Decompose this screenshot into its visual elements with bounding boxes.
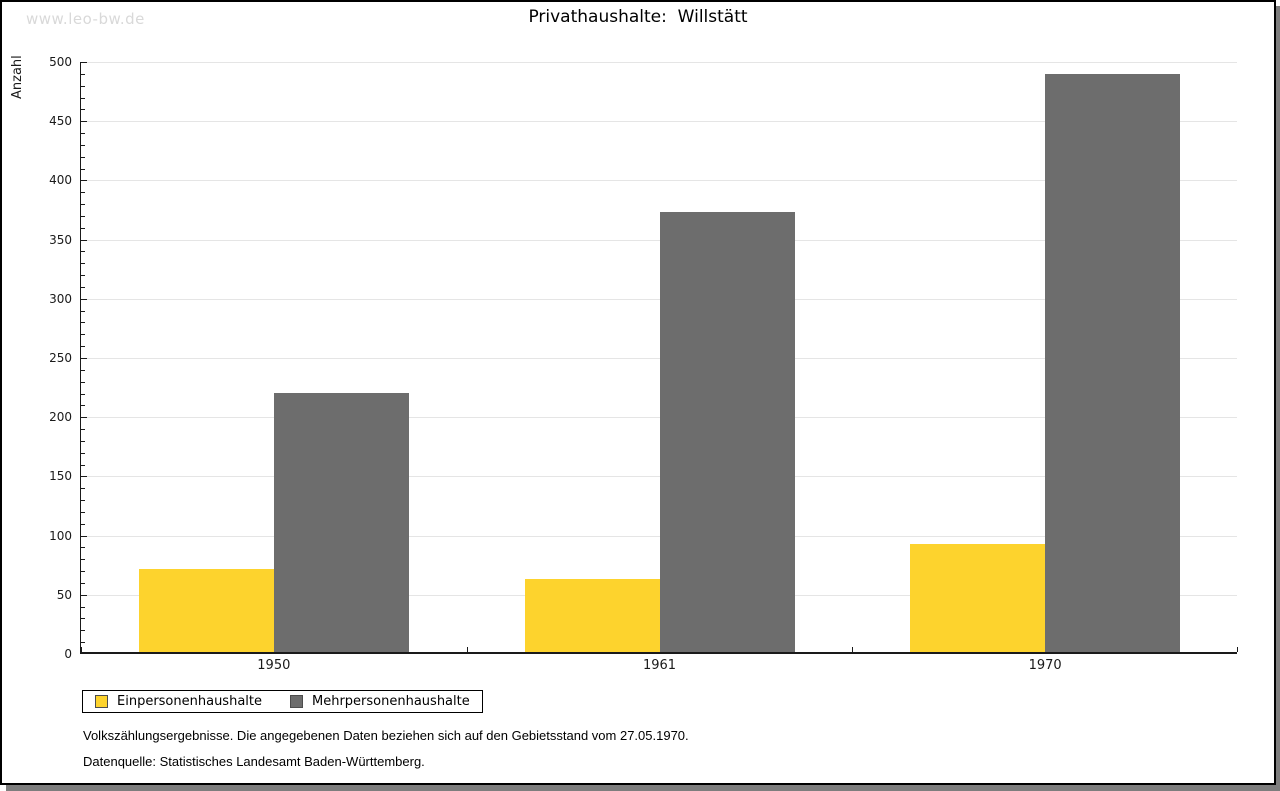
- gridline-300: [81, 298, 1237, 300]
- gridline-150: [81, 476, 1237, 478]
- footnote-census-info: Volkszählungsergebnisse. Die angegebenen…: [83, 728, 689, 743]
- y-tick-minor: [81, 393, 85, 395]
- y-tick-label-100: 100: [49, 528, 72, 543]
- x-tick-label-1970: 1970: [1028, 658, 1062, 673]
- y-axis-label: Anzahl: [10, 55, 25, 99]
- y-tick-minor: [81, 310, 85, 312]
- chart-title: Privathaushalte: Willstätt: [528, 7, 748, 27]
- bar-1961-einpersonenhaushalte: [524, 578, 660, 652]
- legend-label: Mehrpersonenhaushalte: [312, 694, 470, 709]
- bar-1950-mehrpersonenhaushalte: [273, 392, 409, 652]
- watermark-leo-bw: www.leo-bw.de: [26, 10, 145, 28]
- bar-1961-mehrpersonenhaushalte: [659, 211, 795, 652]
- y-tick-major: [81, 417, 87, 419]
- bar-1970-mehrpersonenhaushalte: [1045, 74, 1181, 652]
- y-tick-major: [81, 535, 87, 537]
- y-tick-label-0: 0: [64, 647, 72, 661]
- y-tick-minor: [81, 381, 85, 383]
- gridline-500: [81, 62, 1237, 63]
- x-tick-end: [1237, 647, 1238, 652]
- y-tick-minor: [81, 204, 85, 206]
- y-tick-major: [81, 298, 87, 300]
- y-tick-label-400: 400: [49, 173, 72, 188]
- y-tick-minor: [81, 369, 85, 371]
- y-tick-minor: [81, 275, 85, 277]
- y-tick-minor: [81, 606, 85, 608]
- y-tick-minor: [81, 334, 85, 336]
- y-tick-minor: [81, 642, 85, 644]
- x-tick-label-1961: 1961: [642, 658, 677, 673]
- y-tick-minor: [81, 618, 85, 620]
- y-tick-minor: [81, 571, 85, 573]
- y-tick-label-300: 300: [49, 291, 72, 306]
- gridline-400: [81, 180, 1237, 182]
- y-tick-minor: [81, 488, 85, 490]
- y-tick-major: [81, 358, 87, 359]
- y-tick-major: [81, 594, 87, 596]
- x-tick: [81, 647, 82, 652]
- y-tick-label-150: 150: [49, 469, 72, 484]
- x-tick-label-1950: 1950: [257, 658, 291, 673]
- y-tick-minor: [81, 582, 85, 584]
- y-tick-minor: [81, 523, 85, 525]
- y-tick-minor: [81, 630, 85, 632]
- gridline-200: [81, 417, 1237, 419]
- bar-1950-einpersonenhaushalte: [138, 569, 274, 652]
- footnote-data-source: Datenquelle: Statistisches Landesamt Bad…: [83, 754, 425, 769]
- y-tick-label-350: 350: [49, 232, 72, 247]
- y-tick-minor: [81, 144, 85, 146]
- gridline-250: [81, 358, 1237, 359]
- y-tick-minor: [81, 500, 85, 502]
- y-tick-minor: [81, 192, 85, 194]
- y-tick-minor: [81, 464, 85, 466]
- plot-area: 0 50 100 150 200 250 300 350 400 450 500 1950 1961 19…: [49, 55, 1238, 673]
- y-tick-minor: [81, 263, 85, 265]
- y-tick-minor: [81, 168, 85, 170]
- y-tick-minor: [81, 85, 85, 87]
- y-tick-minor: [81, 251, 85, 253]
- x-tick: [852, 647, 854, 652]
- y-tick-minor: [81, 452, 85, 454]
- y-tick-minor: [81, 215, 85, 217]
- y-tick-label-250: 250: [49, 351, 72, 365]
- y-tick-minor: [81, 227, 85, 229]
- y-tick-label-200: 200: [49, 410, 72, 425]
- y-tick-minor: [81, 322, 85, 324]
- y-tick-minor: [81, 547, 85, 549]
- y-tick-minor: [81, 346, 85, 348]
- legend-swatch-yellow: [95, 695, 108, 708]
- y-tick-minor: [81, 109, 85, 111]
- y-tick-minor: [81, 133, 85, 135]
- legend-label: Einpersonenhaushalte: [117, 694, 262, 709]
- gridline-100: [81, 535, 1237, 537]
- y-tick-label-500: 500: [49, 55, 72, 69]
- x-tick: [466, 647, 468, 652]
- y-tick-major: [81, 239, 87, 241]
- legend-item-einpersonenhaushalte: Einpersonenhaushalte: [95, 694, 262, 709]
- y-tick-minor: [81, 73, 85, 75]
- y-tick-minor: [81, 429, 85, 431]
- y-tick-major: [81, 476, 87, 478]
- y-tick-label-450: 450: [49, 114, 72, 129]
- y-tick-minor: [81, 511, 85, 513]
- y-tick-major: [81, 180, 87, 182]
- y-tick-minor: [81, 286, 85, 288]
- bar-1970-einpersonenhaushalte: [910, 544, 1046, 652]
- y-tick-minor: [81, 405, 85, 407]
- gridline-350: [81, 239, 1237, 241]
- y-tick-label-50: 50: [56, 587, 72, 602]
- y-tick-major: [81, 62, 87, 63]
- legend-item-mehrpersonenhaushalte: Mehrpersonenhaushalte: [290, 694, 470, 709]
- legend: Einpersonenhaushalte Mehrpersonenhaushal…: [82, 690, 483, 713]
- y-tick-minor: [81, 97, 85, 99]
- y-tick-major: [81, 121, 87, 123]
- gridline-450: [81, 121, 1237, 123]
- legend-swatch-gray: [290, 695, 303, 708]
- y-tick-minor: [81, 559, 85, 561]
- y-tick-minor: [81, 440, 85, 442]
- y-tick-minor: [81, 156, 85, 158]
